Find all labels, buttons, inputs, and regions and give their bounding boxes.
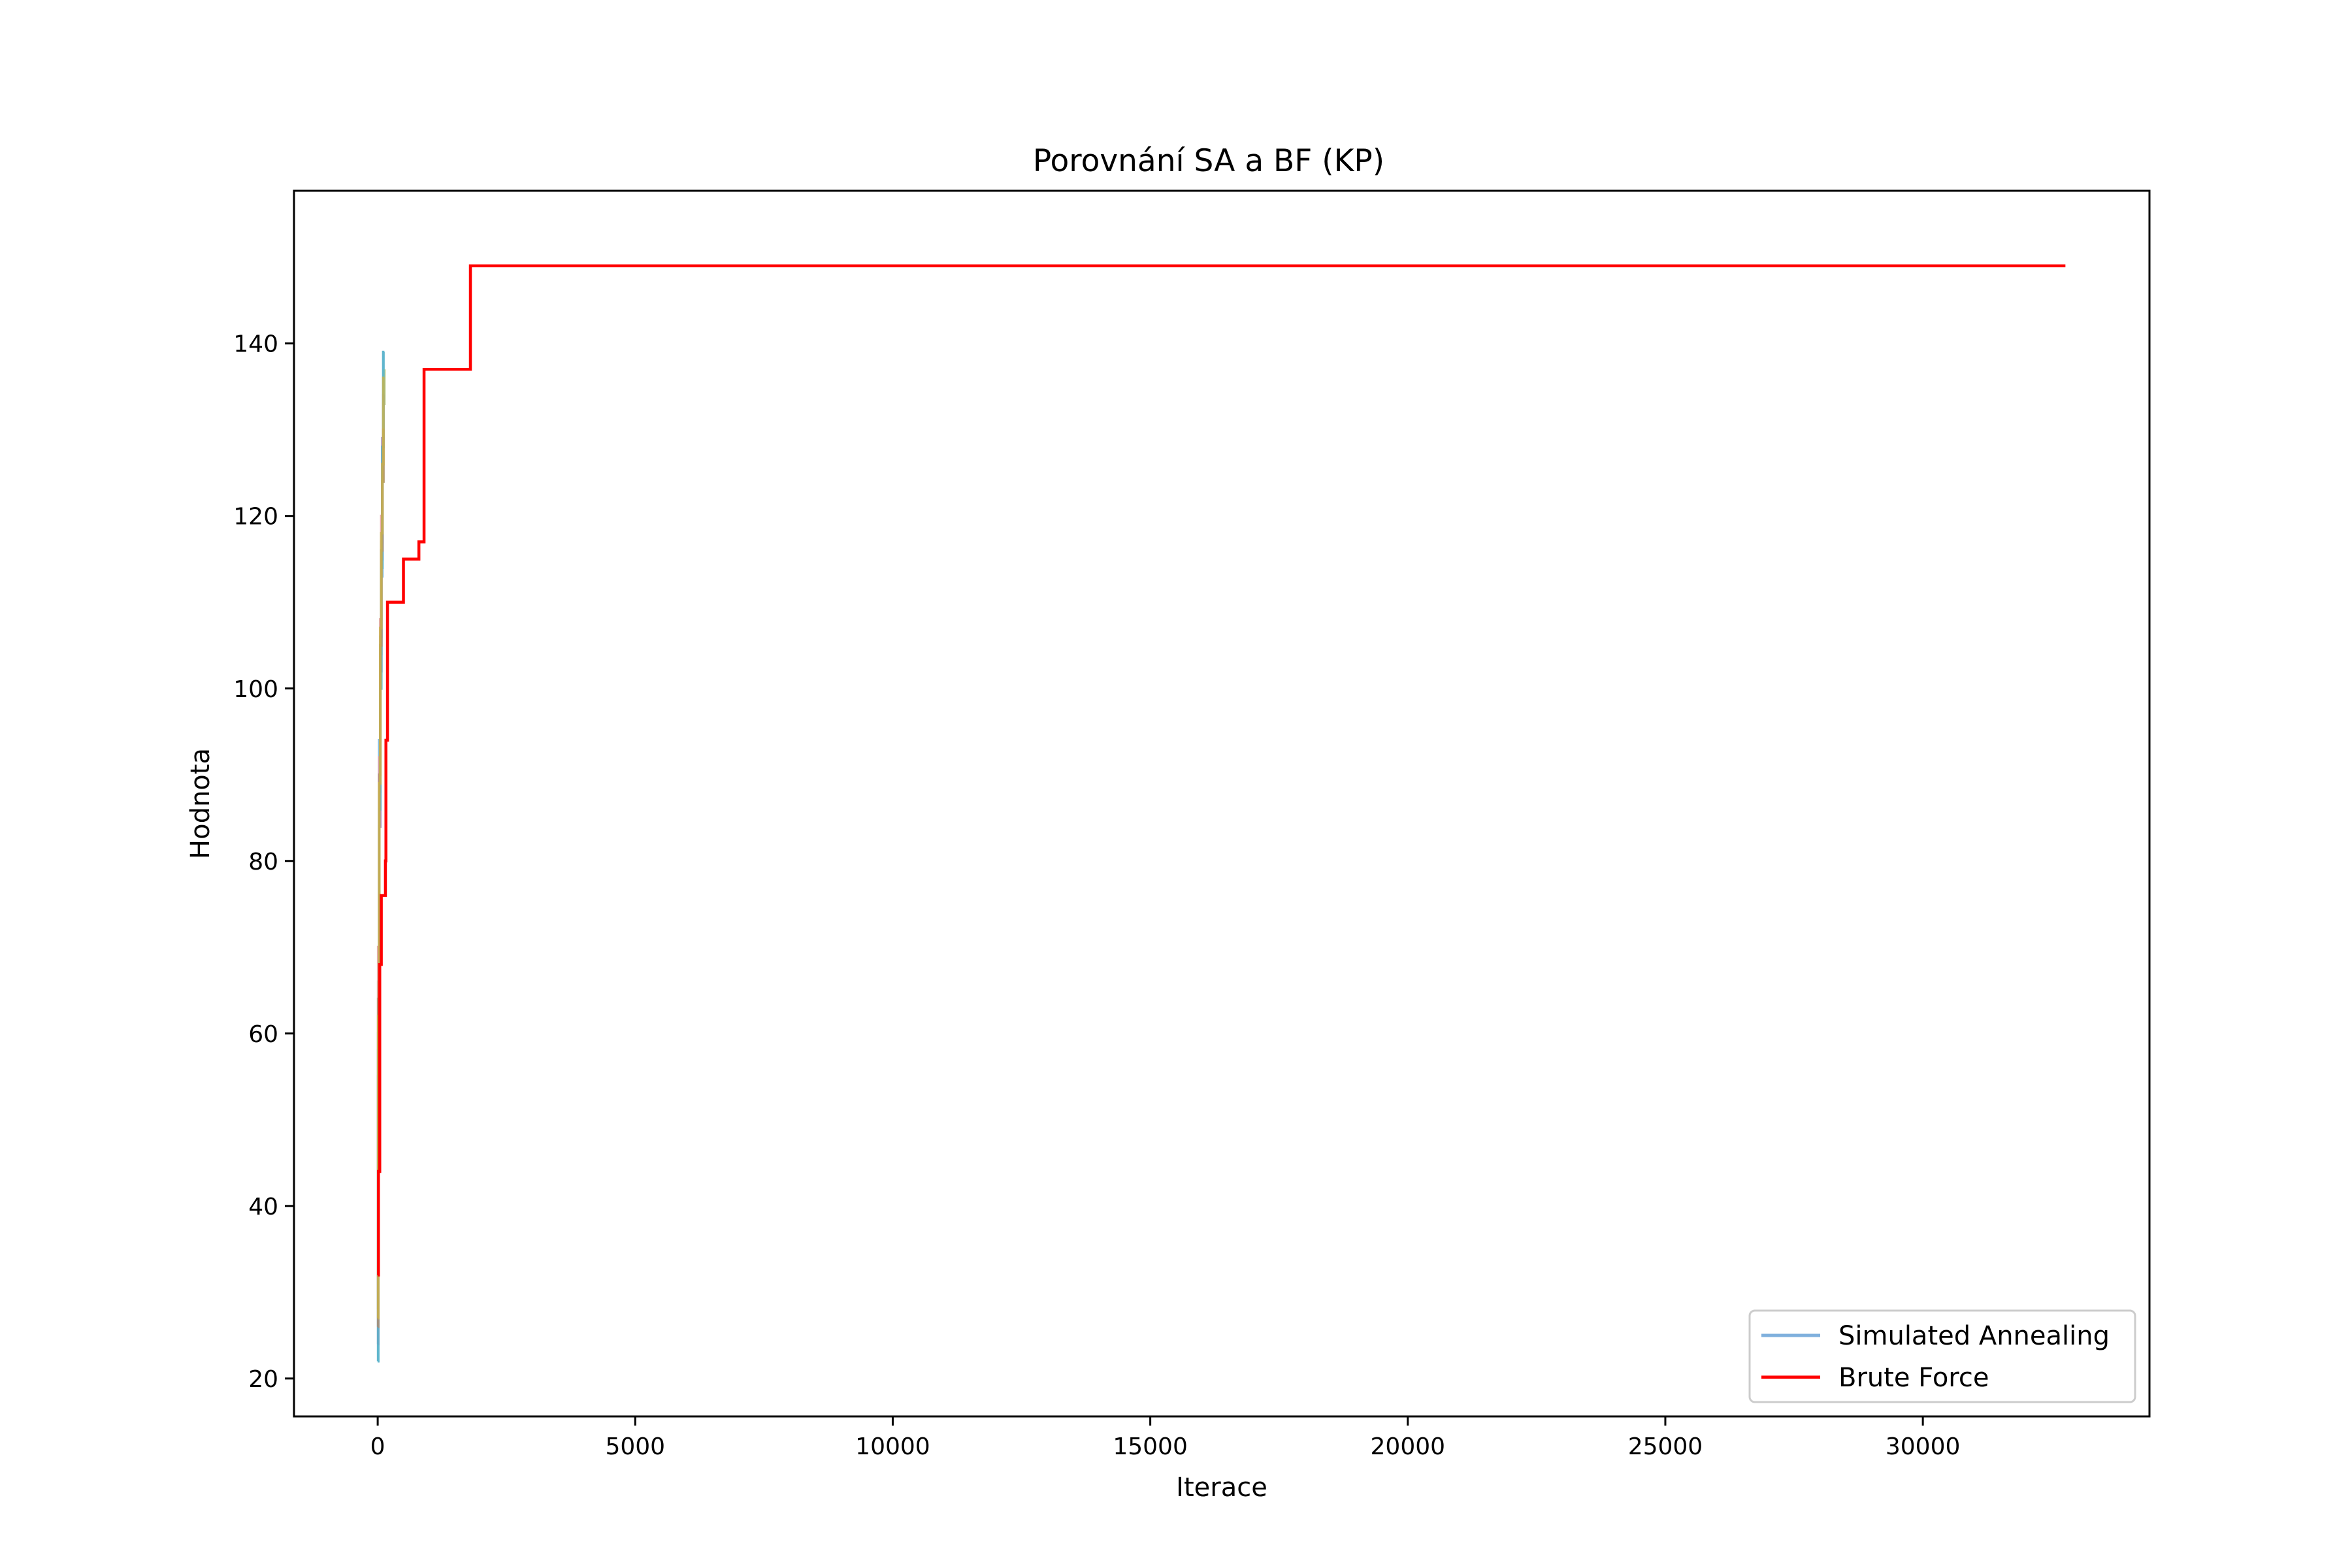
legend: Simulated Annealing Brute Force [1748,1309,2136,1403]
y-tick-label: 100 [233,676,278,703]
chart-title: Porovnání SA a BF (KP) [1033,143,1384,179]
x-tick-label: 10000 [855,1433,930,1460]
y-tick-label: 40 [248,1194,278,1220]
x-tick-label: 0 [370,1433,385,1460]
plot-frame [293,189,2151,1418]
plot-area [376,264,2066,1363]
x-tick-label: 15000 [1113,1433,1188,1460]
y-tick-label: 80 [248,849,278,875]
y-tick-label: 120 [233,504,278,531]
x-axis-label: Iterace [1176,1473,1267,1503]
x-tick-label: 25000 [1628,1433,1703,1460]
axis-ticks: 0 5000 10000 15000 20000 25000 30000 20 40 60 80 10… [233,331,1960,1460]
y-tick-label: 140 [233,331,278,358]
y-tick-label: 60 [248,1021,278,1048]
x-tick-label: 20000 [1371,1433,1446,1460]
x-tick-label: 5000 [605,1433,665,1460]
legend-label-1: Simulated Annealing [1838,1321,2110,1351]
x-tick-label: 30000 [1886,1433,1961,1460]
legend-box [1748,1309,2136,1403]
series-line-brute-force [377,264,2066,1277]
y-axis-label: Hodnota [186,748,216,859]
legend-label-2: Brute Force [1838,1363,1989,1393]
y-tick-label: 20 [248,1366,278,1393]
